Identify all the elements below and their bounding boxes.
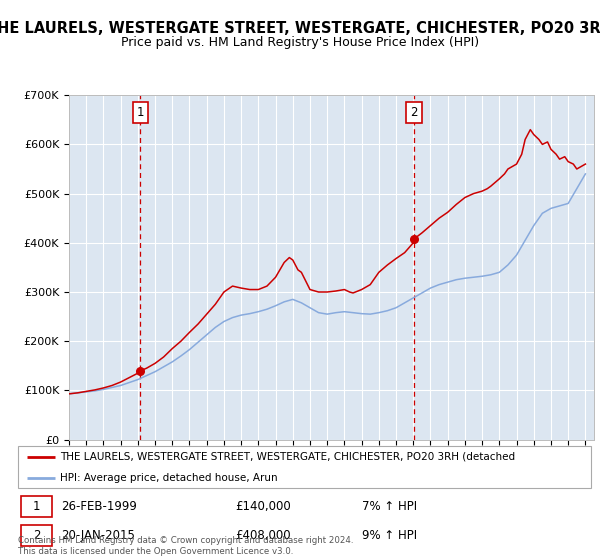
- Text: Contains HM Land Registry data © Crown copyright and database right 2024.
This d: Contains HM Land Registry data © Crown c…: [18, 536, 353, 556]
- Bar: [21, 525, 52, 545]
- Text: 26-FEB-1999: 26-FEB-1999: [61, 500, 137, 513]
- Text: 2: 2: [33, 529, 40, 542]
- Text: 2: 2: [410, 106, 418, 119]
- Text: 7% ↑ HPI: 7% ↑ HPI: [362, 500, 417, 513]
- Text: 1: 1: [137, 106, 144, 119]
- Text: HPI: Average price, detached house, Arun: HPI: Average price, detached house, Arun: [60, 473, 277, 483]
- Bar: [21, 496, 52, 516]
- Text: £408,000: £408,000: [236, 529, 292, 542]
- Text: Price paid vs. HM Land Registry's House Price Index (HPI): Price paid vs. HM Land Registry's House …: [121, 36, 479, 49]
- Text: 1: 1: [33, 500, 40, 513]
- Text: THE LAURELS, WESTERGATE STREET, WESTERGATE, CHICHESTER, PO20 3RH (detached: THE LAURELS, WESTERGATE STREET, WESTERGA…: [60, 452, 515, 462]
- Text: THE LAURELS, WESTERGATE STREET, WESTERGATE, CHICHESTER, PO20 3RH: THE LAURELS, WESTERGATE STREET, WESTERGA…: [0, 21, 600, 36]
- Text: 20-JAN-2015: 20-JAN-2015: [61, 529, 135, 542]
- Text: 9% ↑ HPI: 9% ↑ HPI: [362, 529, 417, 542]
- Text: £140,000: £140,000: [236, 500, 292, 513]
